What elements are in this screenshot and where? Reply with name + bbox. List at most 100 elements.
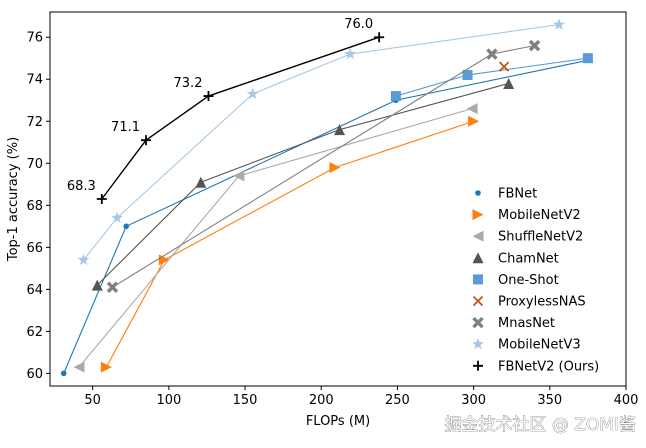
y-tick-label: 72 [26, 115, 43, 130]
watermark-text: 掘金技术社区 @ ZOMI酱 [444, 415, 636, 435]
x-tick-label: 100 [156, 393, 181, 408]
data-point [344, 47, 357, 60]
y-tick-label: 76 [26, 31, 43, 46]
data-point [374, 32, 385, 43]
legend-label: MobileNetV2 [498, 208, 581, 223]
legend-marker [475, 190, 481, 196]
x-axis-label: FLOPs (M) [306, 414, 370, 429]
y-tick-label: 68 [26, 199, 43, 214]
legend-label: FBNetV2 (Ours) [498, 359, 599, 374]
legend-marker [472, 295, 484, 307]
data-point [528, 39, 541, 52]
legend-marker [472, 209, 484, 221]
legend-item-mnasnet: MnasNet [472, 316, 555, 331]
axis-layer: 50 100 150 200 250 300 350 400 60 62 64 66 68 70 72 74 7… [26, 31, 638, 408]
legend-marker [472, 338, 484, 350]
data-point [60, 370, 67, 377]
data-point [91, 279, 103, 291]
legend-item-fbnetv2-ours: FBNetV2 (Ours) [473, 359, 599, 374]
data-point [334, 124, 346, 136]
data-point [553, 18, 565, 30]
legend-label: MnasNet [498, 316, 555, 331]
series-mobilenetv3 [77, 18, 565, 265]
legend-item-one-shot: One-Shot [473, 273, 559, 288]
legend-marker [473, 274, 483, 285]
series-one-shot [390, 53, 593, 102]
series-line [96, 82, 509, 286]
series-line [395, 57, 588, 97]
legend-label: ShuffleNetV2 [498, 230, 583, 245]
data-point [100, 361, 112, 373]
y-tick-label: 62 [26, 325, 43, 340]
legend-item-fbnet: FBNet [475, 187, 537, 202]
legend: FBNet MobileNetV2 ShuffleNetV2 ChamNet One-S… [472, 187, 599, 374]
x-tick-label: 150 [233, 393, 258, 408]
y-tick-label: 70 [26, 157, 43, 172]
legend-label: FBNet [498, 187, 537, 202]
value-annotation: 73.2 [174, 76, 203, 91]
legend-item-proxylessnas: ProxylessNAS [472, 295, 586, 310]
y-axis-label: Top-1 accuracy (%) [6, 137, 21, 262]
data-point [498, 61, 510, 72]
value-annotation: 68.3 [67, 179, 96, 194]
series-fbnetv2-ours [96, 32, 385, 204]
data-point [390, 91, 401, 102]
data-point [106, 281, 119, 293]
data-point [233, 170, 245, 182]
x-tick-label: 400 [614, 393, 639, 408]
series-mobilenetv2 [100, 115, 480, 373]
data-point [203, 91, 214, 102]
series-proxylessnas [498, 61, 510, 72]
x-tick-label: 250 [385, 393, 410, 408]
series-shufflenetv2 [73, 103, 478, 373]
data-point [195, 176, 207, 188]
series-chamnet [91, 77, 515, 291]
legend-label: One-Shot [498, 273, 559, 288]
series-line [101, 36, 380, 200]
data-point [123, 223, 129, 230]
legend-item-mobilenetv2: MobileNetV2 [472, 208, 581, 223]
plot-frame [49, 11, 627, 387]
series-mnasnet [106, 39, 541, 293]
legend-marker [473, 360, 483, 371]
series-layer [60, 18, 593, 377]
series-line [63, 59, 589, 374]
value-annotation: 71.1 [111, 120, 140, 135]
data-point [96, 194, 107, 204]
legend-label: ProxylessNAS [498, 295, 586, 310]
x-tick-label: 200 [309, 393, 334, 408]
data-point [329, 161, 341, 173]
data-point [468, 115, 480, 127]
legend-item-mobilenetv3: MobileNetV3 [472, 338, 581, 353]
data-point [503, 77, 515, 89]
y-tick-label: 74 [26, 73, 43, 88]
legend-marker [472, 316, 484, 329]
y-tick-label: 66 [26, 241, 43, 256]
data-point [141, 135, 151, 146]
legend-item-chamnet: ChamNet [472, 251, 559, 266]
series-line [105, 120, 474, 368]
data-point [246, 87, 259, 99]
data-point [77, 253, 90, 265]
y-tick-label: 64 [26, 283, 43, 298]
data-point [582, 53, 593, 64]
legend-marker [472, 252, 484, 264]
legend-label: ChamNet [498, 251, 559, 266]
x-tick-label: 350 [537, 393, 562, 408]
value-annotation: 76.0 [344, 17, 373, 32]
data-point [462, 70, 473, 81]
series-line [78, 108, 473, 368]
data-point [111, 211, 123, 223]
annotation-layer: 68.3 71.1 73.2 76.0 [67, 17, 373, 194]
legend-marker [472, 230, 484, 242]
data-point [73, 361, 85, 373]
data-point [486, 48, 498, 60]
legend-item-shufflenetv2: ShuffleNetV2 [472, 230, 583, 245]
data-point [466, 103, 478, 115]
series-line [83, 24, 560, 261]
y-tick-label: 60 [26, 367, 43, 382]
x-tick-label: 50 [84, 393, 101, 408]
x-tick-label: 300 [461, 393, 486, 408]
legend-label: MobileNetV3 [498, 338, 581, 353]
